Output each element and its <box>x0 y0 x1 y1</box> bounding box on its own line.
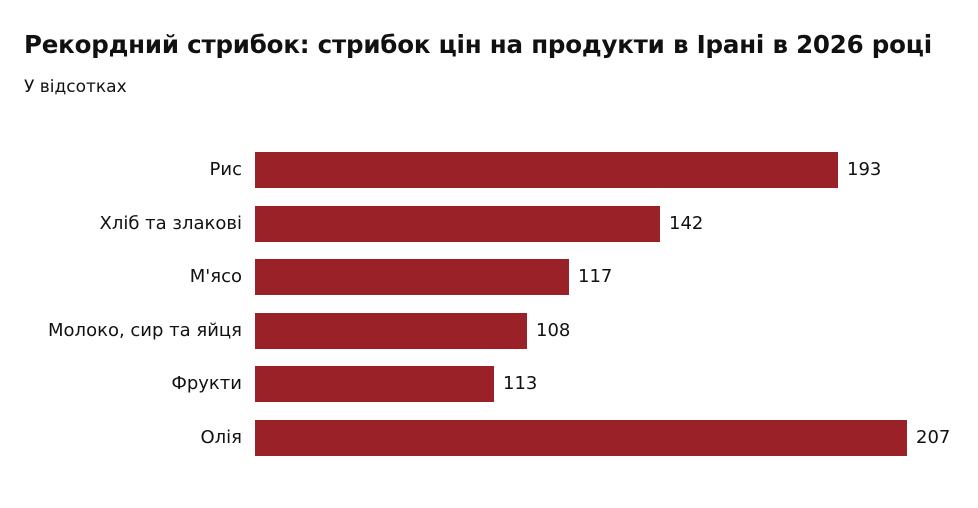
bar <box>255 366 494 402</box>
value-label: 207 <box>916 427 951 448</box>
value-label: 142 <box>669 213 704 234</box>
value-label: 193 <box>847 159 882 180</box>
category-label: Хліб та злакові <box>99 213 243 234</box>
bar <box>255 420 907 456</box>
value-label: 108 <box>536 320 571 341</box>
bar <box>255 259 569 295</box>
value-label: 117 <box>578 266 613 287</box>
bar-row-oil: Олія 207 <box>0 420 978 456</box>
value-label: 113 <box>503 373 538 394</box>
bar-row-meat: М'ясо 117 <box>0 259 978 295</box>
chart-subtitle: У відсотках <box>24 77 127 97</box>
chart-title: Рекордний стрибок: стрибок цін на продук… <box>24 30 932 59</box>
category-label: Рис <box>209 159 242 180</box>
bar <box>255 206 660 242</box>
bar-row-bread-cereals: Хліб та злакові 142 <box>0 206 978 242</box>
category-label: Молоко, сир та яйця <box>48 320 242 341</box>
category-label: Фрукти <box>171 373 242 394</box>
bar-row-fruits: Фрукти 113 <box>0 366 978 402</box>
category-label: Олія <box>200 427 242 448</box>
bar-row-rice: Рис 193 <box>0 152 978 188</box>
bar <box>255 152 838 188</box>
bar <box>255 313 527 349</box>
bar-row-dairy-eggs: Молоко, сир та яйця 108 <box>0 313 978 349</box>
category-label: М'ясо <box>189 266 242 287</box>
